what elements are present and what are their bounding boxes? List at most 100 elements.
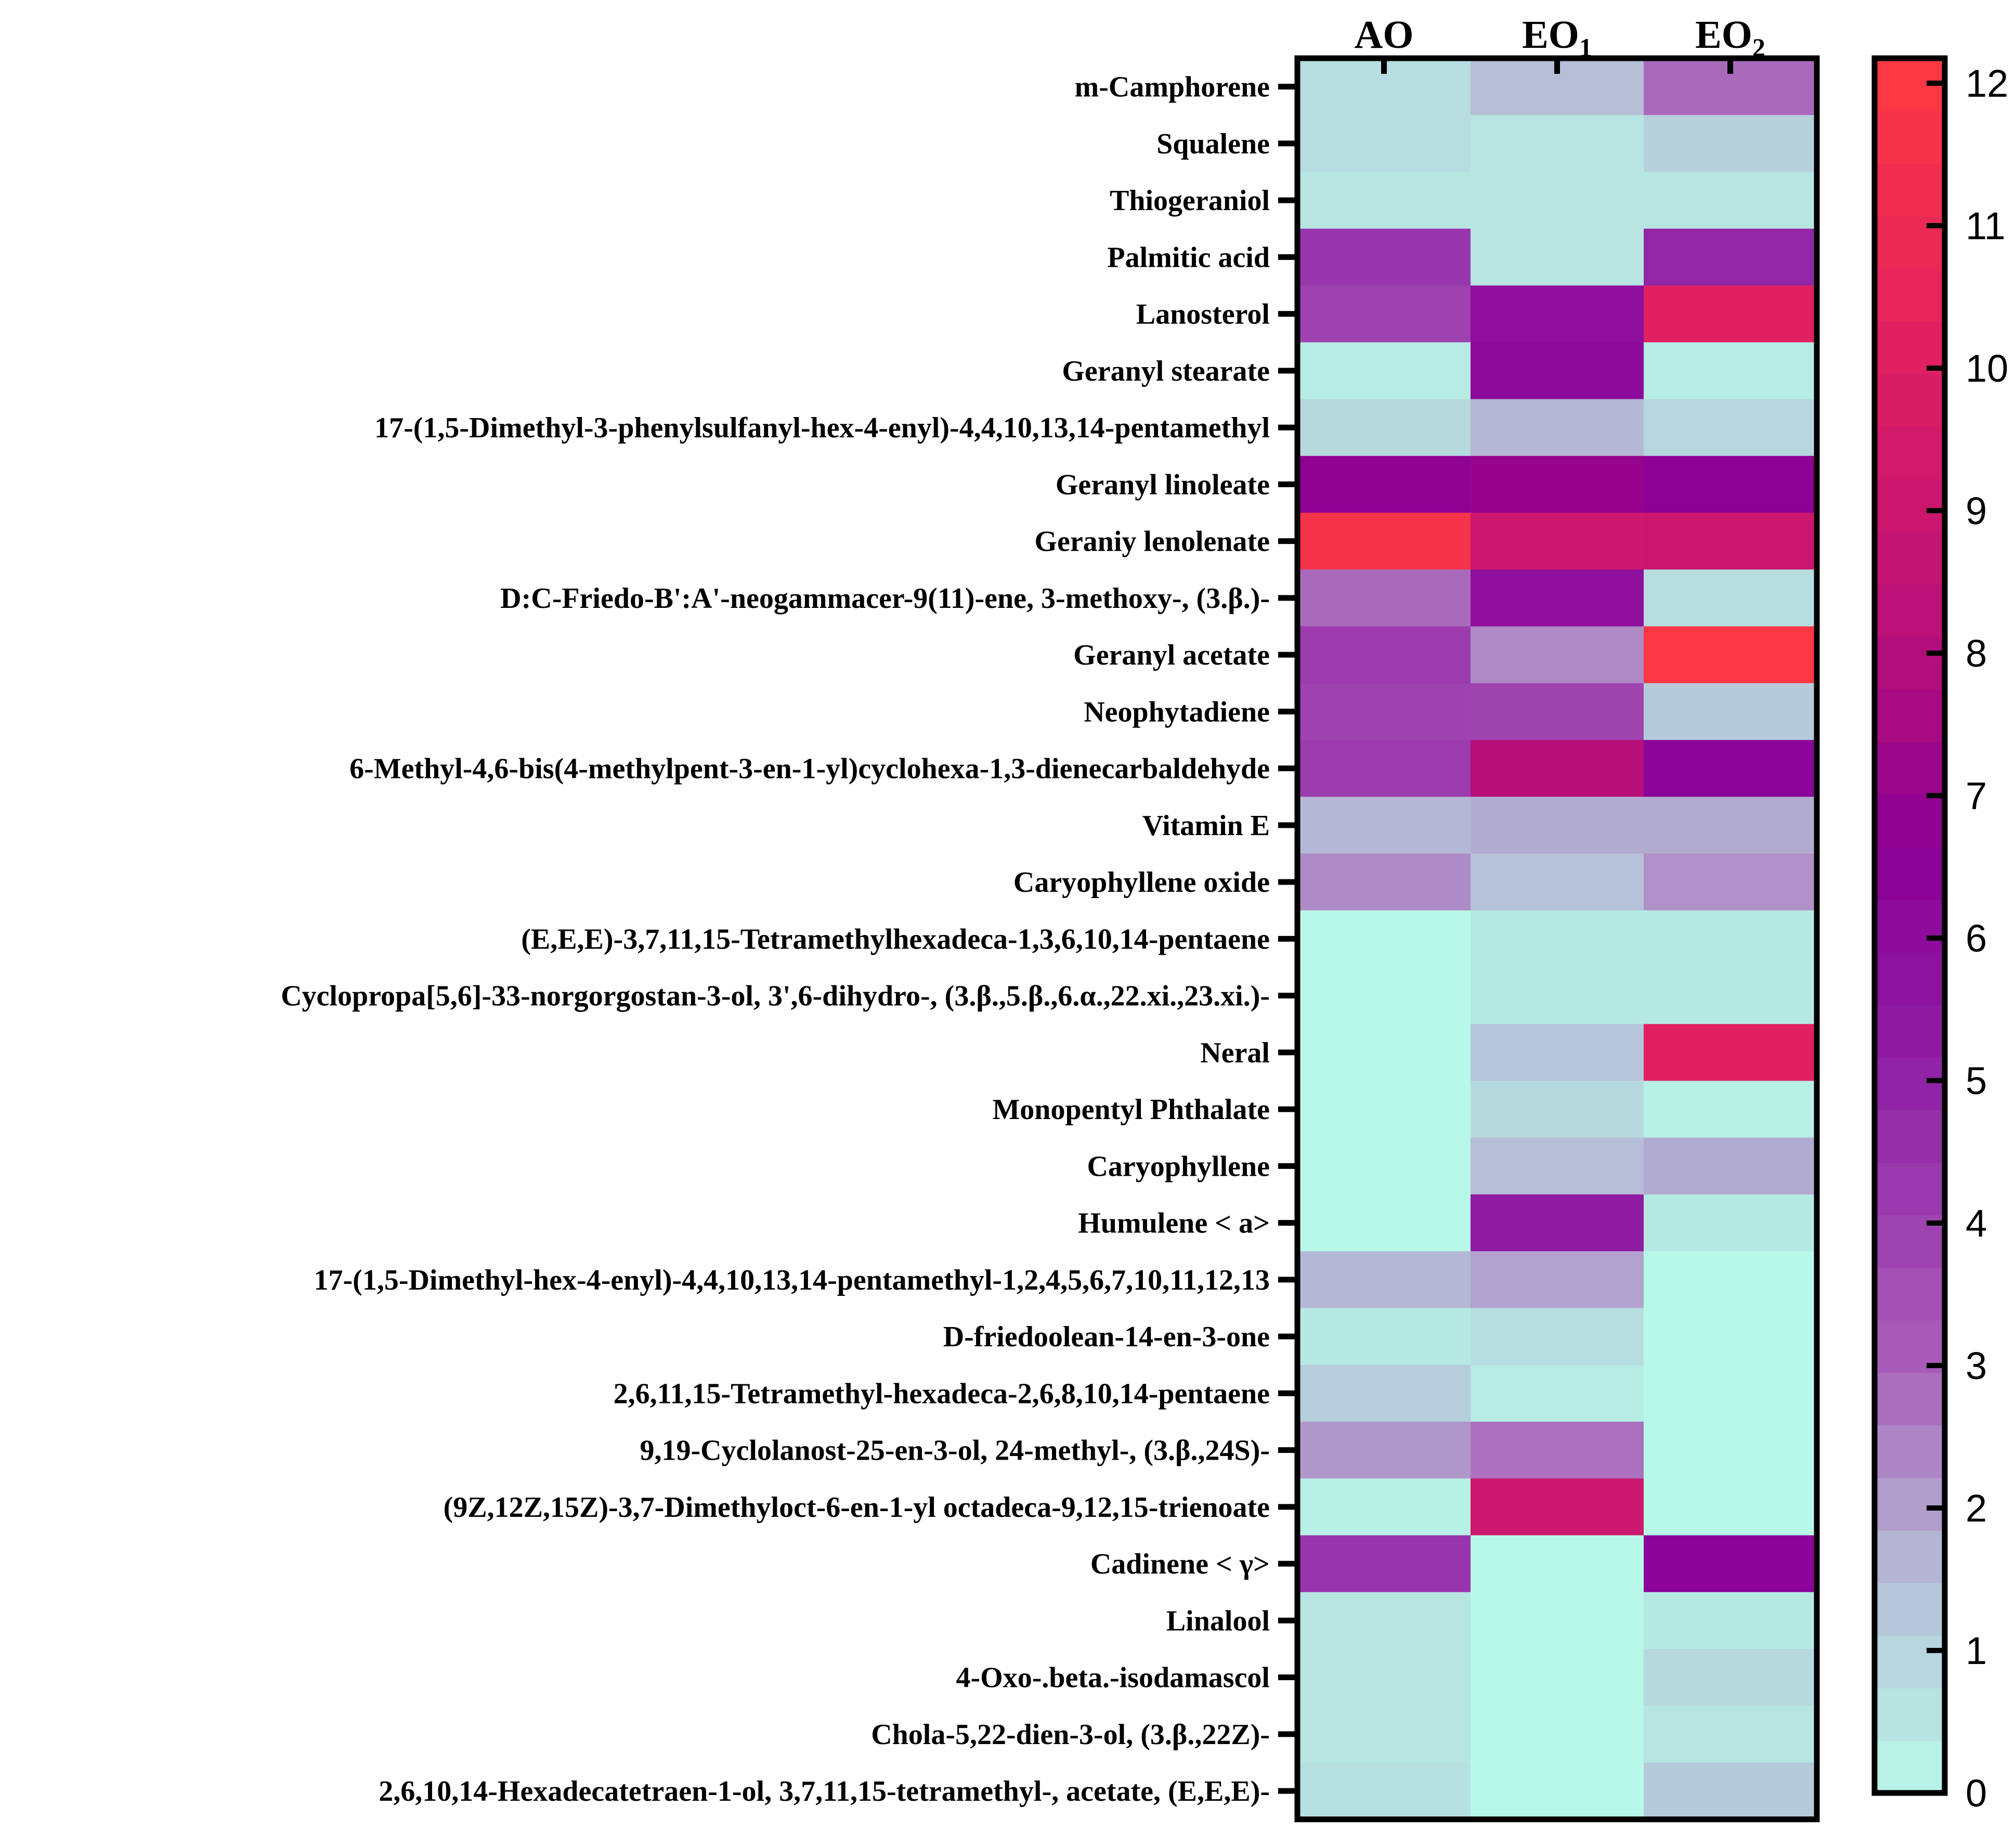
heatmap-cell	[1471, 513, 1644, 570]
colorbar-tick-label: 2	[1966, 1487, 1987, 1530]
colorbar-band	[1875, 689, 1945, 743]
heatmap-cell	[1471, 399, 1644, 457]
heatmap-cell	[1471, 1649, 1644, 1707]
heatmap-cell	[1297, 1137, 1471, 1195]
colorbar-tick-label: 5	[1966, 1059, 1987, 1102]
heatmap-cell	[1471, 910, 1644, 968]
heatmap-cell	[1297, 853, 1471, 911]
heatmap-cell	[1644, 456, 1817, 513]
heatmap-cell	[1644, 683, 1817, 740]
heatmap-cell	[1297, 399, 1471, 457]
heatmap-cell	[1297, 285, 1471, 343]
column-label: EO2	[1695, 13, 1765, 62]
heatmap-cell	[1644, 1194, 1817, 1252]
row-label: Linalool	[1166, 1605, 1270, 1637]
colorbar-band	[1875, 794, 1945, 848]
heatmap-cell	[1644, 1762, 1817, 1820]
colorbar-tick-label: 10	[1966, 347, 2008, 390]
colorbar-band	[1875, 1162, 1945, 1215]
colorbar-tick-label: 8	[1966, 632, 1987, 675]
heatmap-cell	[1644, 853, 1817, 911]
heatmap-cell	[1471, 1592, 1644, 1649]
row-label: Vitamin E	[1142, 810, 1270, 842]
heatmap-cell	[1644, 1137, 1817, 1195]
colorbar-band	[1875, 899, 1945, 953]
row-label: Geranyl acetate	[1073, 639, 1270, 671]
column-label: EO1	[1522, 13, 1592, 62]
colorbar-band	[1875, 1372, 1945, 1426]
heatmap-cell	[1297, 115, 1471, 173]
row-label: Geranyl linoleate	[1056, 469, 1270, 501]
heatmap-cells	[1297, 58, 1817, 1820]
row-label: D:C-Friedo-B':A'-neogammacer-9(11)-ene, …	[500, 582, 1270, 615]
colorbar-tick-label: 12	[1966, 62, 2008, 105]
colorbar-band	[1875, 1740, 1945, 1793]
heatmap-cell	[1471, 1081, 1644, 1138]
heatmap-cell	[1644, 1592, 1817, 1649]
row-labels: m-Camphorene Squalene Thiogeraniol Palmitic…	[281, 71, 1297, 1808]
heatmap-cell	[1297, 1194, 1471, 1252]
colorbar-band	[1875, 583, 1945, 637]
heatmap-cell	[1471, 1137, 1644, 1195]
heatmap-cell	[1471, 1422, 1644, 1479]
colorbar-tick-label: 6	[1966, 917, 1987, 960]
row-label: Lanosterol	[1136, 298, 1270, 331]
heatmap-cell	[1471, 1478, 1644, 1536]
heatmap-cell	[1644, 626, 1817, 684]
colorbar-frame	[1871, 55, 1948, 1796]
column-label-main: EO	[1522, 13, 1579, 57]
heatmap-cell	[1297, 513, 1471, 570]
row-label: (E,E,E)-3,7,11,15-Tetramethylhexadeca-1,…	[521, 923, 1270, 955]
heatmap-cell	[1297, 1535, 1471, 1593]
colorbar-band	[1875, 742, 1945, 795]
row-label: Monopentyl Phthalate	[992, 1094, 1270, 1126]
heatmap-cell	[1644, 1364, 1817, 1422]
row-label: Neophytadiene	[1084, 696, 1270, 728]
colorbar-tick-label: 3	[1966, 1344, 1987, 1387]
heatmap-cell	[1297, 569, 1471, 627]
heatmap-cell	[1297, 683, 1471, 740]
colorbar-band	[1875, 1425, 1945, 1478]
row-label: Humulene < a>	[1078, 1207, 1270, 1240]
colorbar-band	[1875, 1477, 1945, 1531]
row-label: Caryophyllene oxide	[1013, 866, 1270, 899]
heatmap-cell	[1297, 1478, 1471, 1536]
heatmap-cell	[1297, 1024, 1471, 1082]
row-label: 2,6,11,15-Tetramethyl-hexadeca-2,6,8,10,…	[614, 1377, 1270, 1410]
heatmap-cell	[1471, 285, 1644, 343]
row-label: Chola-5,22-dien-3-ol, (3.β.,22Z)-	[871, 1719, 1270, 1751]
column-label-main: AO	[1355, 13, 1414, 57]
colorbar-tick-label: 4	[1966, 1202, 1987, 1245]
heatmap-cell	[1471, 456, 1644, 513]
heatmap-cell	[1471, 115, 1644, 173]
heatmap-cell	[1471, 1194, 1644, 1252]
colorbar-tick-label: 0	[1966, 1772, 1987, 1815]
column-ticks	[1381, 58, 1733, 74]
colorbar-band	[1875, 1635, 1945, 1688]
row-label: 17-(1,5-Dimethyl-hex-4-enyl)-4,4,10,13,1…	[314, 1264, 1270, 1296]
heatmap-cell	[1471, 1024, 1644, 1082]
heatmap-cell	[1644, 513, 1817, 570]
column-label-main: EO	[1695, 13, 1752, 57]
heatmap-cell	[1644, 1422, 1817, 1479]
heatmap-cell	[1644, 285, 1817, 343]
row-label: 4-Oxo-.beta.-isodamascol	[956, 1662, 1270, 1694]
heatmap-cell	[1471, 740, 1644, 798]
colorbar-band	[1875, 373, 1945, 427]
heatmap-cell	[1471, 1364, 1644, 1422]
heatmap-cell	[1644, 1308, 1817, 1366]
heatmap-cell	[1471, 569, 1644, 627]
row-label: 9,19-Cyclolanost-25-en-3-ol, 24-methyl-,…	[640, 1435, 1270, 1467]
row-label: Geraniy lenolenate	[1034, 526, 1270, 558]
row-label: Cyclopropa[5,6]-33-norgorgostan-3-ol, 3'…	[281, 980, 1270, 1012]
colorbar-band	[1875, 268, 1945, 322]
heatmap-cell	[1644, 1478, 1817, 1536]
heatmap-cell	[1297, 1308, 1471, 1366]
colorbar-band	[1875, 1582, 1945, 1636]
heatmap-cell	[1644, 228, 1817, 286]
heatmap-cell	[1471, 1535, 1644, 1593]
heatmap-cell	[1471, 626, 1644, 684]
heatmap-cell	[1297, 342, 1471, 400]
colorbar-band	[1875, 1267, 1945, 1321]
